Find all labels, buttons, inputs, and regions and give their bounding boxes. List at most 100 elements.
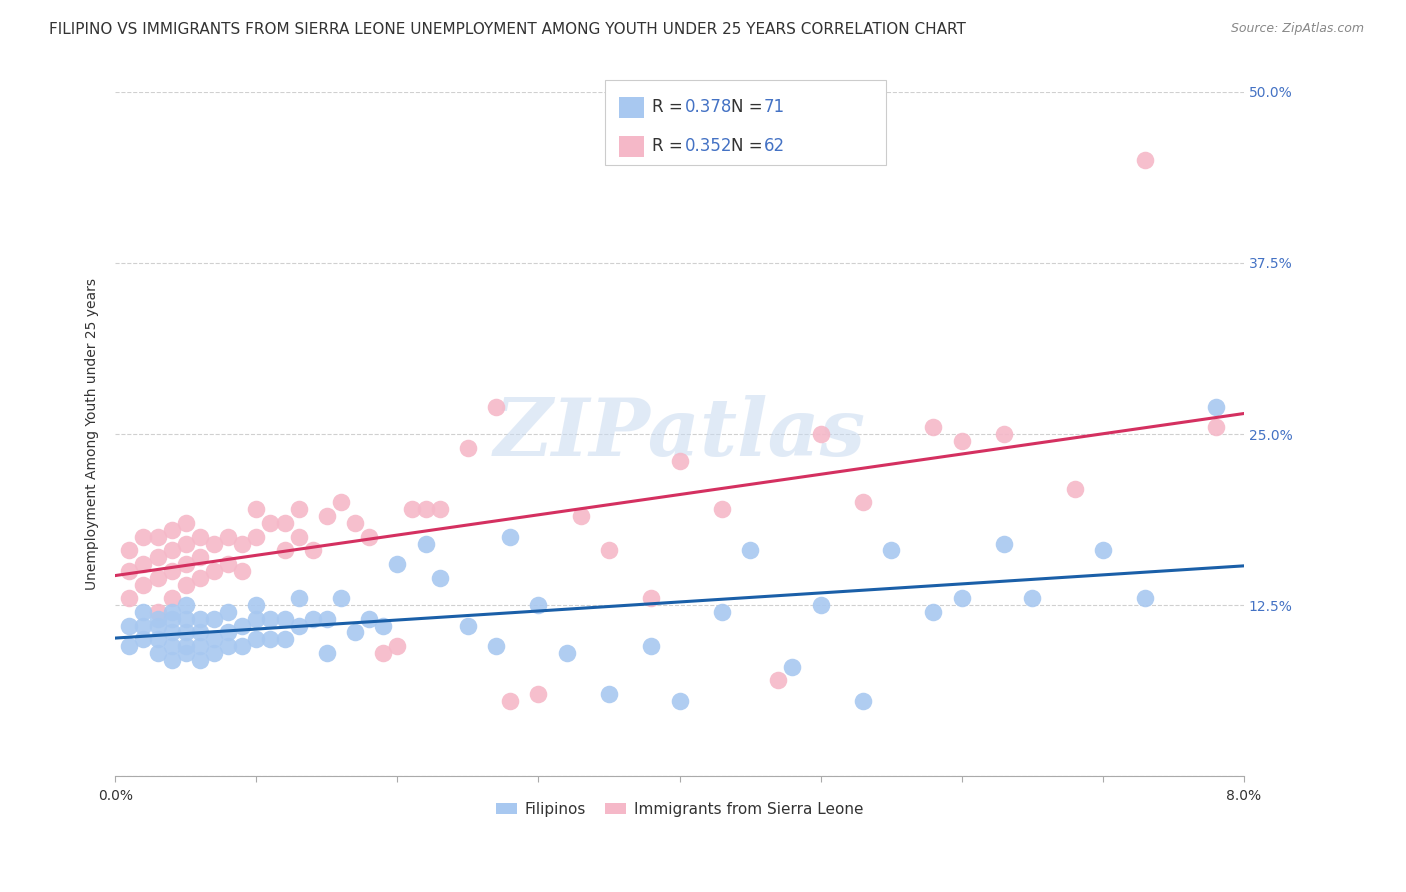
Point xyxy=(188,612,211,626)
Point xyxy=(429,502,451,516)
Point xyxy=(527,598,550,612)
Point xyxy=(245,612,267,626)
Point xyxy=(710,502,733,516)
Point xyxy=(217,625,239,640)
Point xyxy=(174,639,197,653)
Point xyxy=(146,632,169,647)
Point xyxy=(710,605,733,619)
Point xyxy=(146,530,169,544)
Point xyxy=(217,530,239,544)
Point xyxy=(174,612,197,626)
Point xyxy=(415,502,437,516)
Point xyxy=(315,646,337,660)
Point xyxy=(922,605,945,619)
Point xyxy=(118,639,141,653)
Point xyxy=(640,591,662,606)
Point xyxy=(146,571,169,585)
Point xyxy=(387,639,409,653)
Point xyxy=(1091,543,1114,558)
Point xyxy=(174,536,197,550)
Point xyxy=(373,646,395,660)
Point xyxy=(146,550,169,565)
Text: N =: N = xyxy=(731,137,768,155)
Text: 71: 71 xyxy=(763,98,785,116)
Point xyxy=(174,646,197,660)
Point xyxy=(287,591,309,606)
Point xyxy=(174,557,197,571)
Point xyxy=(231,564,253,578)
Point xyxy=(146,618,169,632)
Point xyxy=(359,612,381,626)
Point xyxy=(301,543,323,558)
Point xyxy=(273,632,295,647)
Point xyxy=(950,591,973,606)
Point xyxy=(810,598,832,612)
Point xyxy=(993,427,1015,442)
Point xyxy=(1205,420,1227,434)
Point xyxy=(132,632,155,647)
Point xyxy=(330,591,353,606)
Text: 0.378: 0.378 xyxy=(685,98,733,116)
Point xyxy=(401,502,423,516)
Point xyxy=(160,639,183,653)
Point xyxy=(555,646,578,660)
Text: ZIPatlas: ZIPatlas xyxy=(494,395,866,473)
Point xyxy=(245,502,267,516)
Point xyxy=(259,612,281,626)
Point xyxy=(344,516,367,530)
Point xyxy=(202,612,225,626)
Point xyxy=(1063,482,1085,496)
Point xyxy=(146,605,169,619)
Point xyxy=(1133,153,1156,168)
Point xyxy=(880,543,903,558)
Point xyxy=(273,612,295,626)
Point xyxy=(160,543,183,558)
Point xyxy=(768,673,790,688)
Text: 62: 62 xyxy=(763,137,785,155)
Point xyxy=(301,612,323,626)
Point xyxy=(1205,400,1227,414)
Point xyxy=(852,495,875,509)
Point xyxy=(287,618,309,632)
Point xyxy=(273,543,295,558)
Point xyxy=(259,632,281,647)
Point xyxy=(668,454,690,468)
Point xyxy=(485,639,508,653)
Point xyxy=(202,536,225,550)
Point xyxy=(245,598,267,612)
Point xyxy=(160,591,183,606)
Point xyxy=(1133,591,1156,606)
Point xyxy=(217,605,239,619)
Point xyxy=(217,639,239,653)
Point xyxy=(993,536,1015,550)
Point xyxy=(738,543,761,558)
Point xyxy=(188,550,211,565)
Point xyxy=(415,536,437,550)
Point xyxy=(359,530,381,544)
Point xyxy=(188,530,211,544)
Point xyxy=(527,687,550,701)
Point xyxy=(202,646,225,660)
Point xyxy=(231,536,253,550)
Point xyxy=(245,530,267,544)
Point xyxy=(598,543,620,558)
Point xyxy=(118,618,141,632)
Point xyxy=(132,618,155,632)
Point xyxy=(499,694,522,708)
Point xyxy=(160,523,183,537)
Point xyxy=(598,687,620,701)
Point xyxy=(188,639,211,653)
Point xyxy=(160,612,183,626)
Point xyxy=(231,639,253,653)
Point xyxy=(950,434,973,448)
Point xyxy=(132,577,155,591)
Point xyxy=(387,557,409,571)
Point xyxy=(231,618,253,632)
Point xyxy=(640,639,662,653)
Point xyxy=(315,612,337,626)
Point xyxy=(668,694,690,708)
Point xyxy=(782,659,804,673)
Point xyxy=(245,632,267,647)
Point xyxy=(160,653,183,667)
Point xyxy=(922,420,945,434)
